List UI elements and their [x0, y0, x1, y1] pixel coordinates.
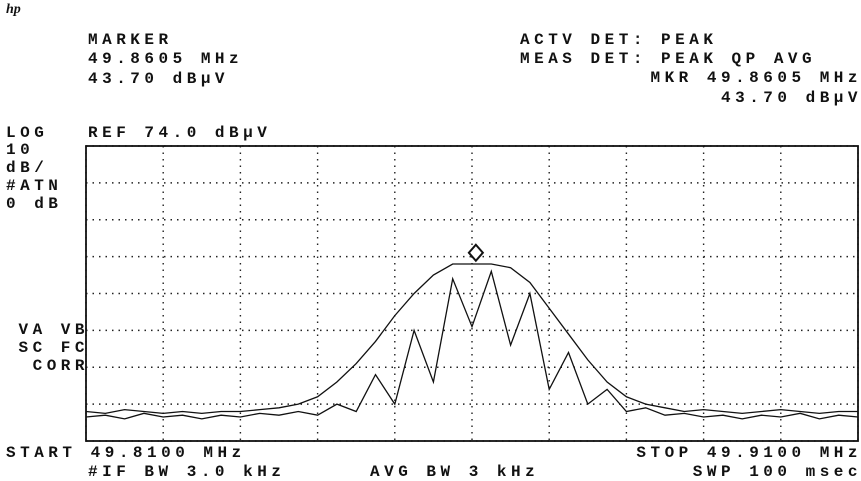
- label-swp: SWP 100 msec: [693, 463, 861, 481]
- label-start: START 49.8100 MHz: [6, 444, 246, 462]
- label-scale-2: dB/: [6, 159, 48, 177]
- trace: [85, 263, 858, 414]
- graticule-frame: [85, 145, 859, 442]
- label-log: LOG: [6, 124, 48, 142]
- label-actv-det: ACTV DET: PEAK: [520, 31, 717, 49]
- label-sc-fc: SC FC: [18, 339, 89, 357]
- logo: hp: [6, 2, 21, 17]
- label-ref: REF 74.0 dBμV: [88, 124, 271, 142]
- label-marker-level: 43.70 dBμV: [88, 70, 229, 88]
- label-marker-freq: 49.8605 MHz: [88, 50, 243, 68]
- trace: [85, 269, 859, 420]
- label-marker-label: MARKER: [88, 31, 173, 49]
- label-va-vb: VA VB: [18, 321, 89, 339]
- marker: [467, 243, 485, 263]
- label-stop: STOP 49.9100 MHz: [636, 444, 861, 462]
- label-atn-1: #ATN: [6, 177, 62, 195]
- label-mkr-level: 43.70 dBμV: [721, 89, 861, 107]
- label-corr: CORR: [33, 357, 89, 375]
- label-avg-bw: AVG BW 3 kHz: [370, 463, 539, 481]
- label-scale-1: 10: [6, 141, 34, 159]
- label-mkr-freq: MKR 49.8605 MHz: [650, 69, 861, 87]
- label-atn-2: 0 dB: [6, 195, 62, 213]
- label-meas-det: MEAS DET: PEAK QP AVG: [520, 50, 816, 68]
- label-if-bw: #IF BW 3.0 kHz: [88, 463, 285, 481]
